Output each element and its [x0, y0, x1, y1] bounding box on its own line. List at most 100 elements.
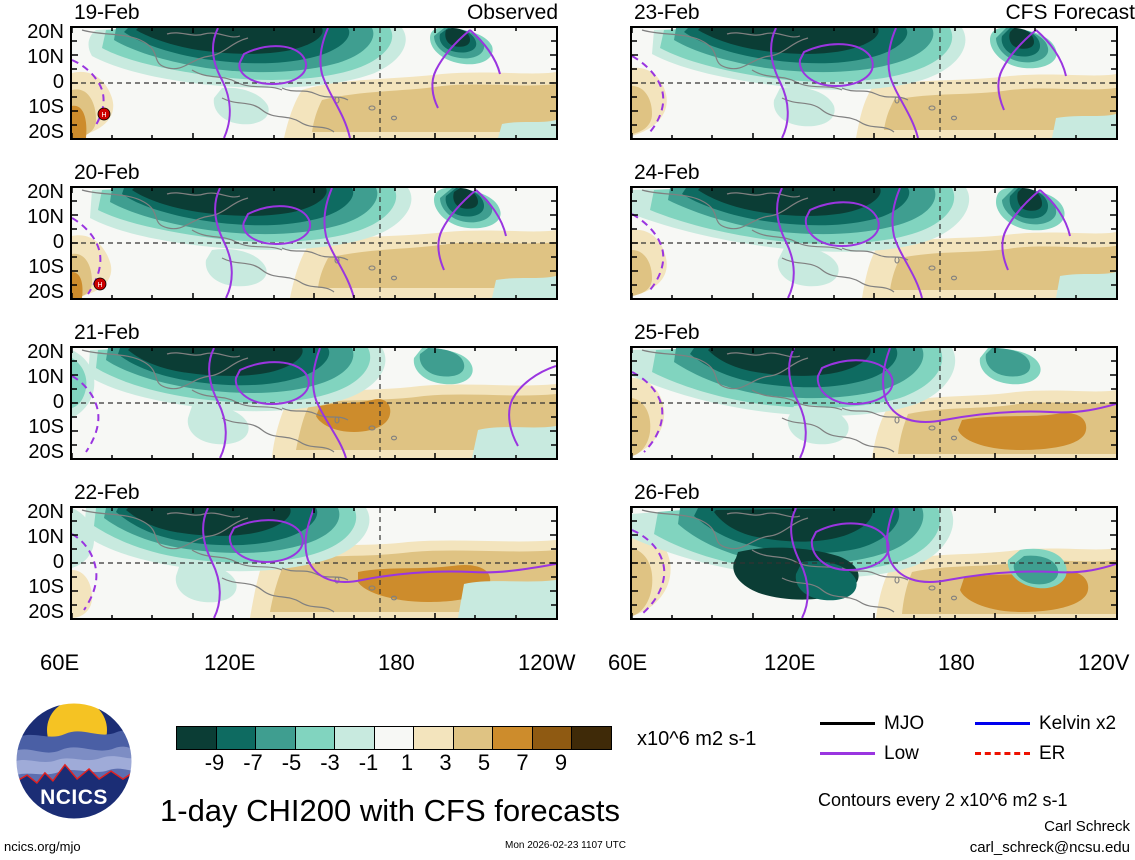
author-name: Carl Schreck	[1044, 818, 1130, 835]
colorbar-swatch-5	[374, 727, 414, 749]
colorbar-swatch-9	[532, 727, 572, 749]
x-tick-120E: 120E	[764, 650, 816, 675]
y-tick-10S: 10S	[28, 576, 64, 598]
x-tick-180: 180	[378, 650, 415, 675]
panel-20-feb[interactable]: 20-Feb	[70, 160, 558, 300]
colorbar-swatches	[176, 726, 612, 750]
y-tick-10S: 10S	[28, 256, 64, 278]
er-line-icon	[975, 752, 1030, 755]
colorbar-swatch-6	[414, 727, 454, 749]
svg-text:H: H	[97, 282, 102, 289]
x-tick-60E: 60E	[40, 650, 80, 675]
colorbar-tick-labels: -9 -7 -5 -3 -1 1 3 5 7 9	[176, 750, 600, 776]
x-tick-60E: 60E	[608, 650, 648, 675]
y-tick-10S: 10S	[28, 96, 64, 118]
author-email[interactable]: carl_schreck@ncsu.edu	[969, 839, 1130, 856]
y-tick-20S: 20S	[28, 121, 64, 143]
panel-19-feb[interactable]: 19-Feb Observed	[70, 0, 558, 140]
panel-26-feb[interactable]: 26-Feb	[630, 480, 1118, 620]
panel-date-label: 22-Feb	[74, 481, 140, 504]
y-tick-10N: 10N	[27, 206, 64, 228]
y-tick-0: 0	[52, 231, 64, 253]
y-tick-10S: 10S	[28, 416, 64, 438]
colorbar-swatch-1	[216, 727, 256, 749]
y-tick-10N: 10N	[27, 46, 64, 68]
colorbar: -9 -7 -5 -3 -1 1 3 5 7 9	[176, 726, 612, 776]
cbar-tick-5: 5	[477, 750, 491, 775]
panel-date-label: 20-Feb	[74, 161, 140, 184]
column-header-cfs-forecast: CFS Forecast	[1005, 1, 1135, 24]
cbar-tick-3: 3	[439, 750, 452, 775]
y-tick-10N: 10N	[27, 366, 64, 388]
contour-note: Contours every 2 x10^6 m2 s-1	[818, 790, 1068, 810]
site-url[interactable]: ncics.org/mjo	[4, 839, 81, 854]
x-tick-120W: 120W	[518, 650, 576, 675]
column-header-observed: Observed	[466, 1, 558, 24]
logo-text: NCICS	[40, 786, 108, 809]
low-line-icon	[820, 752, 875, 755]
map-plot-20-feb[interactable]: H	[70, 186, 558, 300]
storm-marker-icon: H	[93, 277, 107, 291]
panel-21-feb[interactable]: 21-Feb	[70, 320, 558, 460]
panel-date-label: 21-Feb	[74, 321, 140, 344]
legend-item-er: ER	[975, 744, 1130, 763]
panel-date-label: 23-Feb	[634, 1, 700, 24]
panel-24-feb[interactable]: 24-Feb	[630, 160, 1118, 300]
cbar-tick--1: -1	[358, 750, 379, 775]
panel-grid: 20N 10N 0 10S 20S 20N 10N 0 10S 20S 20N …	[27, 0, 1135, 675]
x-tick-120E: 120E	[204, 650, 256, 675]
panel-date-label: 24-Feb	[634, 161, 700, 184]
cbar-tick--5: -5	[281, 750, 302, 775]
y-tick-20N: 20N	[27, 341, 64, 363]
panel-25-feb[interactable]: 25-Feb	[630, 320, 1118, 460]
cbar-tick-1: 1	[400, 750, 414, 775]
panel-date-label: 25-Feb	[634, 321, 700, 344]
page-title: 1-day CHI200 with CFS forecasts	[160, 793, 621, 828]
colorbar-swatch-7	[453, 727, 493, 749]
legend-row-1: MJO Kelvin x2	[820, 714, 1130, 733]
cbar-tick--9: -9	[204, 750, 225, 775]
panel-date-label: 26-Feb	[634, 481, 700, 504]
y-tick-20S: 20S	[28, 441, 64, 463]
y-tick-0: 0	[52, 551, 64, 573]
storm-marker-icon: H	[97, 107, 111, 121]
y-tick-20N: 20N	[27, 21, 64, 43]
x-tick-180: 180	[938, 650, 975, 675]
ncics-logo: NCICS	[13, 700, 135, 822]
map-plot-23-feb[interactable]	[630, 26, 1118, 140]
colorbar-swatch-3	[295, 727, 335, 749]
map-plot-19-feb[interactable]: H	[70, 26, 558, 140]
colorbar-swatch-10	[572, 727, 611, 749]
map-plot-25-feb[interactable]	[630, 346, 1118, 460]
kelvin-line-icon	[975, 722, 1030, 725]
cbar-tick--7: -7	[243, 750, 263, 775]
map-plot-26-feb[interactable]	[630, 506, 1118, 620]
y-tick-0: 0	[52, 391, 64, 413]
map-plot-21-feb[interactable]	[70, 346, 558, 460]
mjo-line-icon	[820, 722, 875, 725]
x-tick-120W: 120V	[1078, 650, 1130, 675]
legend-label-kelvin: Kelvin x2	[1039, 713, 1117, 734]
colorbar-swatch-0	[177, 727, 217, 749]
y-tick-10N: 10N	[27, 526, 64, 548]
legend-label-er: ER	[1039, 743, 1066, 764]
legend-item-low: Low	[820, 744, 975, 763]
colorbar-swatch-4	[335, 727, 375, 749]
map-plot-24-feb[interactable]	[630, 186, 1118, 300]
y-tick-20S: 20S	[28, 601, 64, 623]
legend-row-2: Low ER	[820, 744, 1130, 763]
y-tick-20S: 20S	[28, 281, 64, 303]
panel-23-feb[interactable]: 23-Feb CFS Forecast	[630, 0, 1135, 140]
cbar-tick-9: 9	[554, 750, 568, 775]
y-tick-20N: 20N	[27, 181, 64, 203]
colorbar-swatch-2	[256, 727, 296, 749]
colorbar-swatch-8	[493, 727, 533, 749]
panel-22-feb[interactable]: 22-Feb	[70, 480, 558, 620]
colorbar-units-label: x10^6 m2 s-1	[637, 728, 757, 750]
legend-item-mjo: MJO	[820, 714, 975, 733]
y-tick-0: 0	[52, 71, 64, 93]
y-tick-20N: 20N	[27, 501, 64, 523]
map-plot-22-feb[interactable]	[70, 506, 558, 620]
cbar-tick--3: -3	[320, 750, 340, 775]
cbar-tick-7: 7	[516, 750, 529, 775]
